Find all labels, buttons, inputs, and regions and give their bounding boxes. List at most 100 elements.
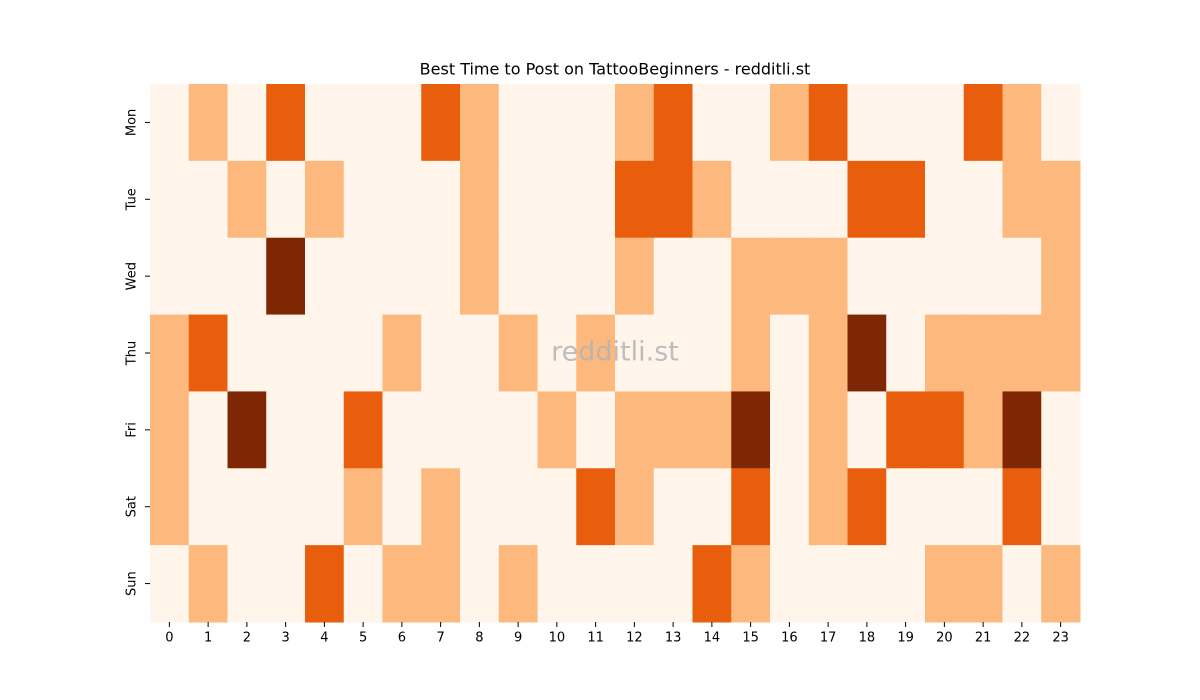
cell bbox=[343, 314, 383, 392]
cell bbox=[692, 237, 732, 316]
cell bbox=[227, 468, 267, 546]
cell bbox=[692, 391, 732, 469]
cell bbox=[227, 545, 267, 623]
cell bbox=[498, 391, 538, 469]
x-tick-label: 8 bbox=[475, 631, 483, 646]
cell bbox=[460, 237, 500, 316]
cell bbox=[305, 545, 345, 623]
cell bbox=[692, 545, 732, 623]
cell bbox=[498, 314, 538, 392]
x-tick-label: 13 bbox=[665, 631, 682, 646]
cell bbox=[421, 314, 461, 392]
cell bbox=[653, 84, 693, 162]
cell bbox=[925, 84, 965, 162]
cell bbox=[188, 314, 228, 392]
cell bbox=[615, 237, 655, 316]
cell bbox=[188, 84, 228, 162]
cell bbox=[692, 314, 732, 392]
cell bbox=[537, 237, 577, 316]
x-tick-label: 5 bbox=[359, 631, 367, 646]
x-tick-label: 16 bbox=[781, 631, 798, 646]
cell bbox=[498, 468, 538, 546]
cell bbox=[150, 468, 190, 546]
cell bbox=[421, 468, 461, 546]
cell bbox=[925, 314, 965, 392]
x-tick-label: 0 bbox=[165, 631, 173, 646]
cell bbox=[925, 545, 965, 623]
cell bbox=[847, 160, 887, 239]
cell bbox=[1002, 468, 1042, 546]
cell bbox=[1002, 314, 1042, 392]
x-tick-label: 20 bbox=[936, 631, 953, 646]
cell bbox=[1041, 84, 1081, 162]
cell bbox=[343, 468, 383, 546]
cell bbox=[1041, 545, 1081, 623]
cell bbox=[227, 160, 267, 239]
cell bbox=[963, 160, 1003, 239]
cell bbox=[227, 314, 267, 392]
cell bbox=[537, 314, 577, 392]
x-tick-label: 14 bbox=[704, 631, 721, 646]
cell bbox=[266, 160, 306, 239]
cell bbox=[615, 545, 655, 623]
cell bbox=[847, 84, 887, 162]
cell bbox=[615, 391, 655, 469]
cell bbox=[382, 545, 422, 623]
cell bbox=[731, 237, 771, 316]
y-tick-label: Thu bbox=[125, 341, 140, 366]
cell bbox=[770, 391, 810, 469]
cell bbox=[731, 545, 771, 623]
cell bbox=[150, 391, 190, 469]
y-tick-label: Tue bbox=[125, 188, 140, 211]
cell bbox=[343, 391, 383, 469]
cell bbox=[498, 237, 538, 316]
cell bbox=[731, 314, 771, 392]
x-tick-label: 10 bbox=[549, 631, 566, 646]
cell bbox=[188, 468, 228, 546]
cell bbox=[1041, 160, 1081, 239]
cell bbox=[305, 314, 345, 392]
heatmap-cells bbox=[150, 84, 1081, 623]
cell bbox=[382, 468, 422, 546]
cell bbox=[266, 468, 306, 546]
cell bbox=[421, 84, 461, 162]
cell bbox=[382, 160, 422, 239]
cell bbox=[188, 545, 228, 623]
chart-title: Best Time to Post on TattooBeginners - r… bbox=[420, 60, 811, 79]
cell bbox=[576, 84, 616, 162]
cell bbox=[382, 314, 422, 392]
cell bbox=[1041, 391, 1081, 469]
cell bbox=[847, 391, 887, 469]
cell bbox=[576, 545, 616, 623]
cell bbox=[150, 237, 190, 316]
x-tick-label: 1 bbox=[204, 631, 212, 646]
cell bbox=[537, 468, 577, 546]
cell bbox=[421, 237, 461, 316]
cell bbox=[653, 468, 693, 546]
cell bbox=[847, 545, 887, 623]
cell bbox=[150, 160, 190, 239]
cell bbox=[692, 468, 732, 546]
cell bbox=[266, 84, 306, 162]
cell bbox=[925, 468, 965, 546]
cell bbox=[537, 84, 577, 162]
cell bbox=[305, 160, 345, 239]
cell bbox=[460, 160, 500, 239]
cell bbox=[227, 84, 267, 162]
cell bbox=[305, 468, 345, 546]
cell bbox=[150, 314, 190, 392]
cell bbox=[1041, 237, 1081, 316]
x-tick-label: 23 bbox=[1052, 631, 1069, 646]
cell bbox=[653, 237, 693, 316]
cell bbox=[770, 84, 810, 162]
cell bbox=[576, 160, 616, 239]
cell bbox=[808, 237, 848, 316]
cell bbox=[343, 84, 383, 162]
x-tick-label: 9 bbox=[514, 631, 522, 646]
cell bbox=[1002, 237, 1042, 316]
cell bbox=[847, 237, 887, 316]
cell bbox=[653, 314, 693, 392]
cell bbox=[421, 391, 461, 469]
axes: 0 1 2 3 4 5 6 7 8 9 10 11 12 13 14 15 16 17 18 19 20 21 22 23Mo… bbox=[125, 109, 1069, 646]
cell bbox=[963, 468, 1003, 546]
